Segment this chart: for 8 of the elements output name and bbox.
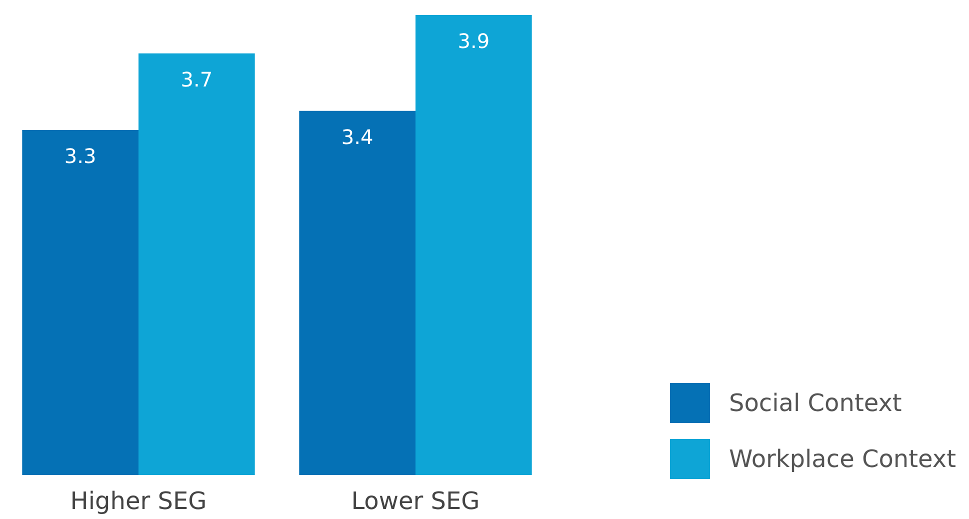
x-tick-label: Higher SEG xyxy=(70,487,207,515)
legend-label: Workplace Context xyxy=(729,445,956,473)
data-label: 3.4 xyxy=(341,124,374,149)
x-tick-label: Lower SEG xyxy=(351,487,480,515)
legend-label: Social Context xyxy=(729,389,902,417)
data-label: 3.9 xyxy=(458,29,490,53)
data-label: 3.7 xyxy=(180,67,213,92)
data-label: 3.3 xyxy=(64,144,96,168)
